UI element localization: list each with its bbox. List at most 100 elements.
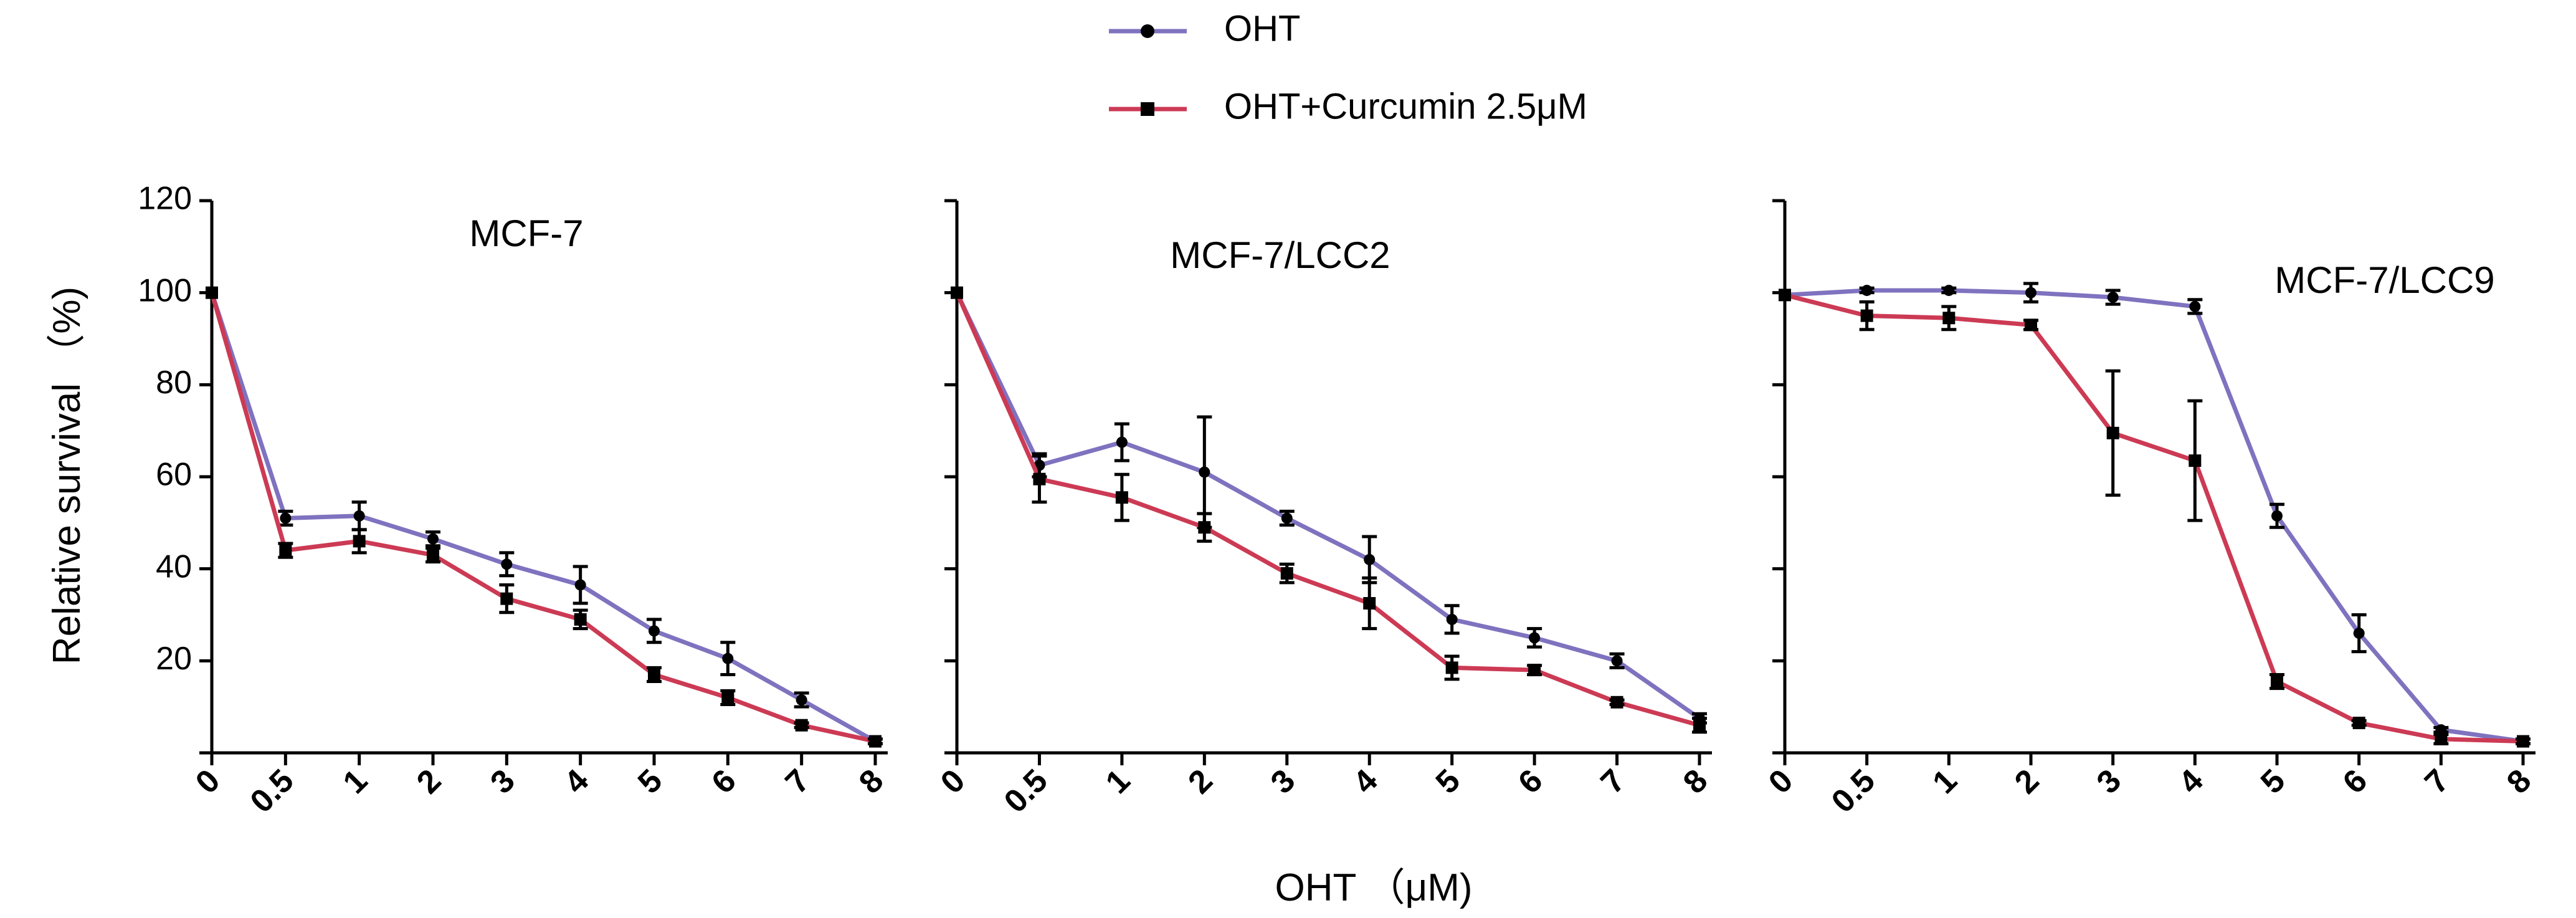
x-axis-title: OHT （μM) [1275,866,1473,909]
y-axis-title: Relative survival （%) [45,287,88,664]
legend-oht-curcumin-marker [1141,102,1154,116]
panel2-series-2-point [1610,696,1623,709]
panel3-x-tick-label: 2 [2008,762,2046,800]
panel3-series-2-point [2352,717,2365,730]
panel1-x-tick-label: 3 [483,762,521,800]
panel3-series-2-point [2271,675,2283,688]
y-tick-label: 20 [156,641,192,677]
panel2-series-2-point [1445,661,1458,674]
panel3-x-tick-label: 8 [2500,762,2538,800]
panel1-x-tick-label: 2 [410,762,448,800]
panel3-x-tick-label: 4 [2172,762,2210,801]
panel3-series-1-point [2107,292,2119,304]
panel2-x-tick-label: 0.5 [997,762,1055,820]
panel2-x-tick-label: 3 [1264,762,1302,800]
panel3-series-1-point [2353,628,2365,639]
panel3-series-1-point [2025,287,2037,299]
panel2-series-2-point [1528,664,1541,677]
panel1-series-1-point [353,510,365,522]
panel2-series-1-point [1281,512,1293,524]
panel3-series-2-point [2106,426,2119,439]
panel2-series-1-point [1611,655,1623,667]
panel3-series-2-point [2025,318,2037,332]
panel1-x-tick-label: 6 [705,762,743,800]
panel1-series-2-point [353,535,366,548]
panel1-series-2-point [574,613,587,626]
panel1-series-1-line [209,292,877,743]
panel2-series-1-point [1529,632,1541,644]
panel2-series-2-point [1363,597,1376,610]
panel2-series-2-point [1693,719,1706,732]
legend-oht-label: OHT [1224,8,1300,49]
panel1-x-tick-label: 5 [631,762,669,800]
legend-item-oht: OHT [1109,8,1300,49]
panel3-x-tick-label: 0 [1762,762,1800,800]
panel2-x-tick-label: 6 [1511,762,1549,800]
panel3-series-2-point [1779,289,1791,302]
legend-item-oht-curcumin: OHT+Curcumin 2.5μM [1109,86,1587,127]
y-tick-label: 40 [156,548,192,585]
panel3-x-tick-label: 7 [2418,762,2456,800]
legend-oht-marker [1141,24,1154,38]
panel2-x-tick-label: 5 [1429,762,1467,800]
panel2-series-1-point [1199,466,1210,478]
panel3-series-2-point [1942,312,1956,325]
y-tick-label: 120 [138,181,192,217]
panel2-series-2-line [954,292,1700,728]
panel2-series-2-point [1198,521,1211,534]
panel3-x-tick-label: 5 [2254,762,2292,800]
panel2-series-1-point [1364,553,1376,565]
panel1-series-2-point [427,548,439,562]
panel3-series-1-line [1784,288,2524,744]
panel3-series-2-point [2189,454,2202,467]
panel2-x-tick-label: 7 [1594,762,1632,800]
panel-mcf-7-lcc2: 0 0.5 1 2 3 4 5 6 7 8 MCF-7/LCC2 [934,199,1714,820]
panel2-title: MCF-7/LCC2 [1170,234,1390,276]
panel3-series-1-point [2435,724,2447,736]
panel2-series-1-point [1446,613,1458,625]
panel3-x-tick-label: 1 [1926,762,1964,800]
panel1-series-1-point [796,694,807,706]
panel1-x-tick-label: 4 [558,762,596,801]
panel2-x-tick-label: 2 [1181,762,1219,800]
panel1-series-2-point [500,592,513,605]
panel1-series-1-point [427,533,439,545]
panel1-series-2-point [206,286,218,299]
panel2-series-2-point [1033,472,1046,485]
panel2-series-2-point [951,286,963,299]
panel-mcf-7-lcc9: 0 0.5 1 2 3 4 5 6 7 8 MCF-7/LCC9 [1762,199,2538,820]
panel2-x-tick-label: 0 [934,762,972,800]
legend-oht-curcumin-label: OHT+Curcumin 2.5μM [1224,86,1587,127]
panel3-series-1-point [2189,300,2201,312]
panel2-series-1-point [1116,436,1128,448]
panel3-title: MCF-7/LCC9 [2274,259,2494,301]
panel3-series-2-line [1784,292,2524,744]
y-tick-label: 100 [138,272,192,308]
panel1-series-2-point [648,668,660,681]
panel2-x-tick-label: 1 [1099,762,1137,800]
panel1-series-2-point [869,735,882,748]
panel3-series-1-point [1943,284,1955,296]
panel3-x-tick-label: 0.5 [1825,762,1882,820]
panel2-x-tick-label: 4 [1346,762,1385,801]
panel3-x-tick-label: 3 [2090,762,2128,800]
panel2-series-2-point [1115,491,1128,504]
panel1-series-2-point [795,719,808,732]
legend: OHT OHT+Curcumin 2.5μM [1109,8,1587,127]
panel3-series-2-point [2435,732,2448,745]
panel2-x-tick-label: 8 [1676,762,1714,800]
panel1-series-2-point [279,544,292,557]
panel3-series-1-point [2271,510,2283,522]
panel2-series-2-point [1280,567,1293,580]
panel3-x-tick-label: 6 [2336,762,2374,800]
panel1-series-2-line [209,292,876,743]
panel3-series-2-point [1860,309,1873,322]
y-tick-label: 80 [156,365,192,401]
panel1-series-1-point [722,653,734,664]
panel-mcf-7: 20 40 60 80 100 120 0 0.5 1 2 3 4 5 6 7 8 MCF-7 [138,181,890,820]
panel1-x-tick-label: 0.5 [244,762,301,820]
panel3-series-1-point [1861,284,1873,296]
panel1-x-tick-label: 0 [189,762,227,800]
panel2-series-1-line [954,292,1701,720]
